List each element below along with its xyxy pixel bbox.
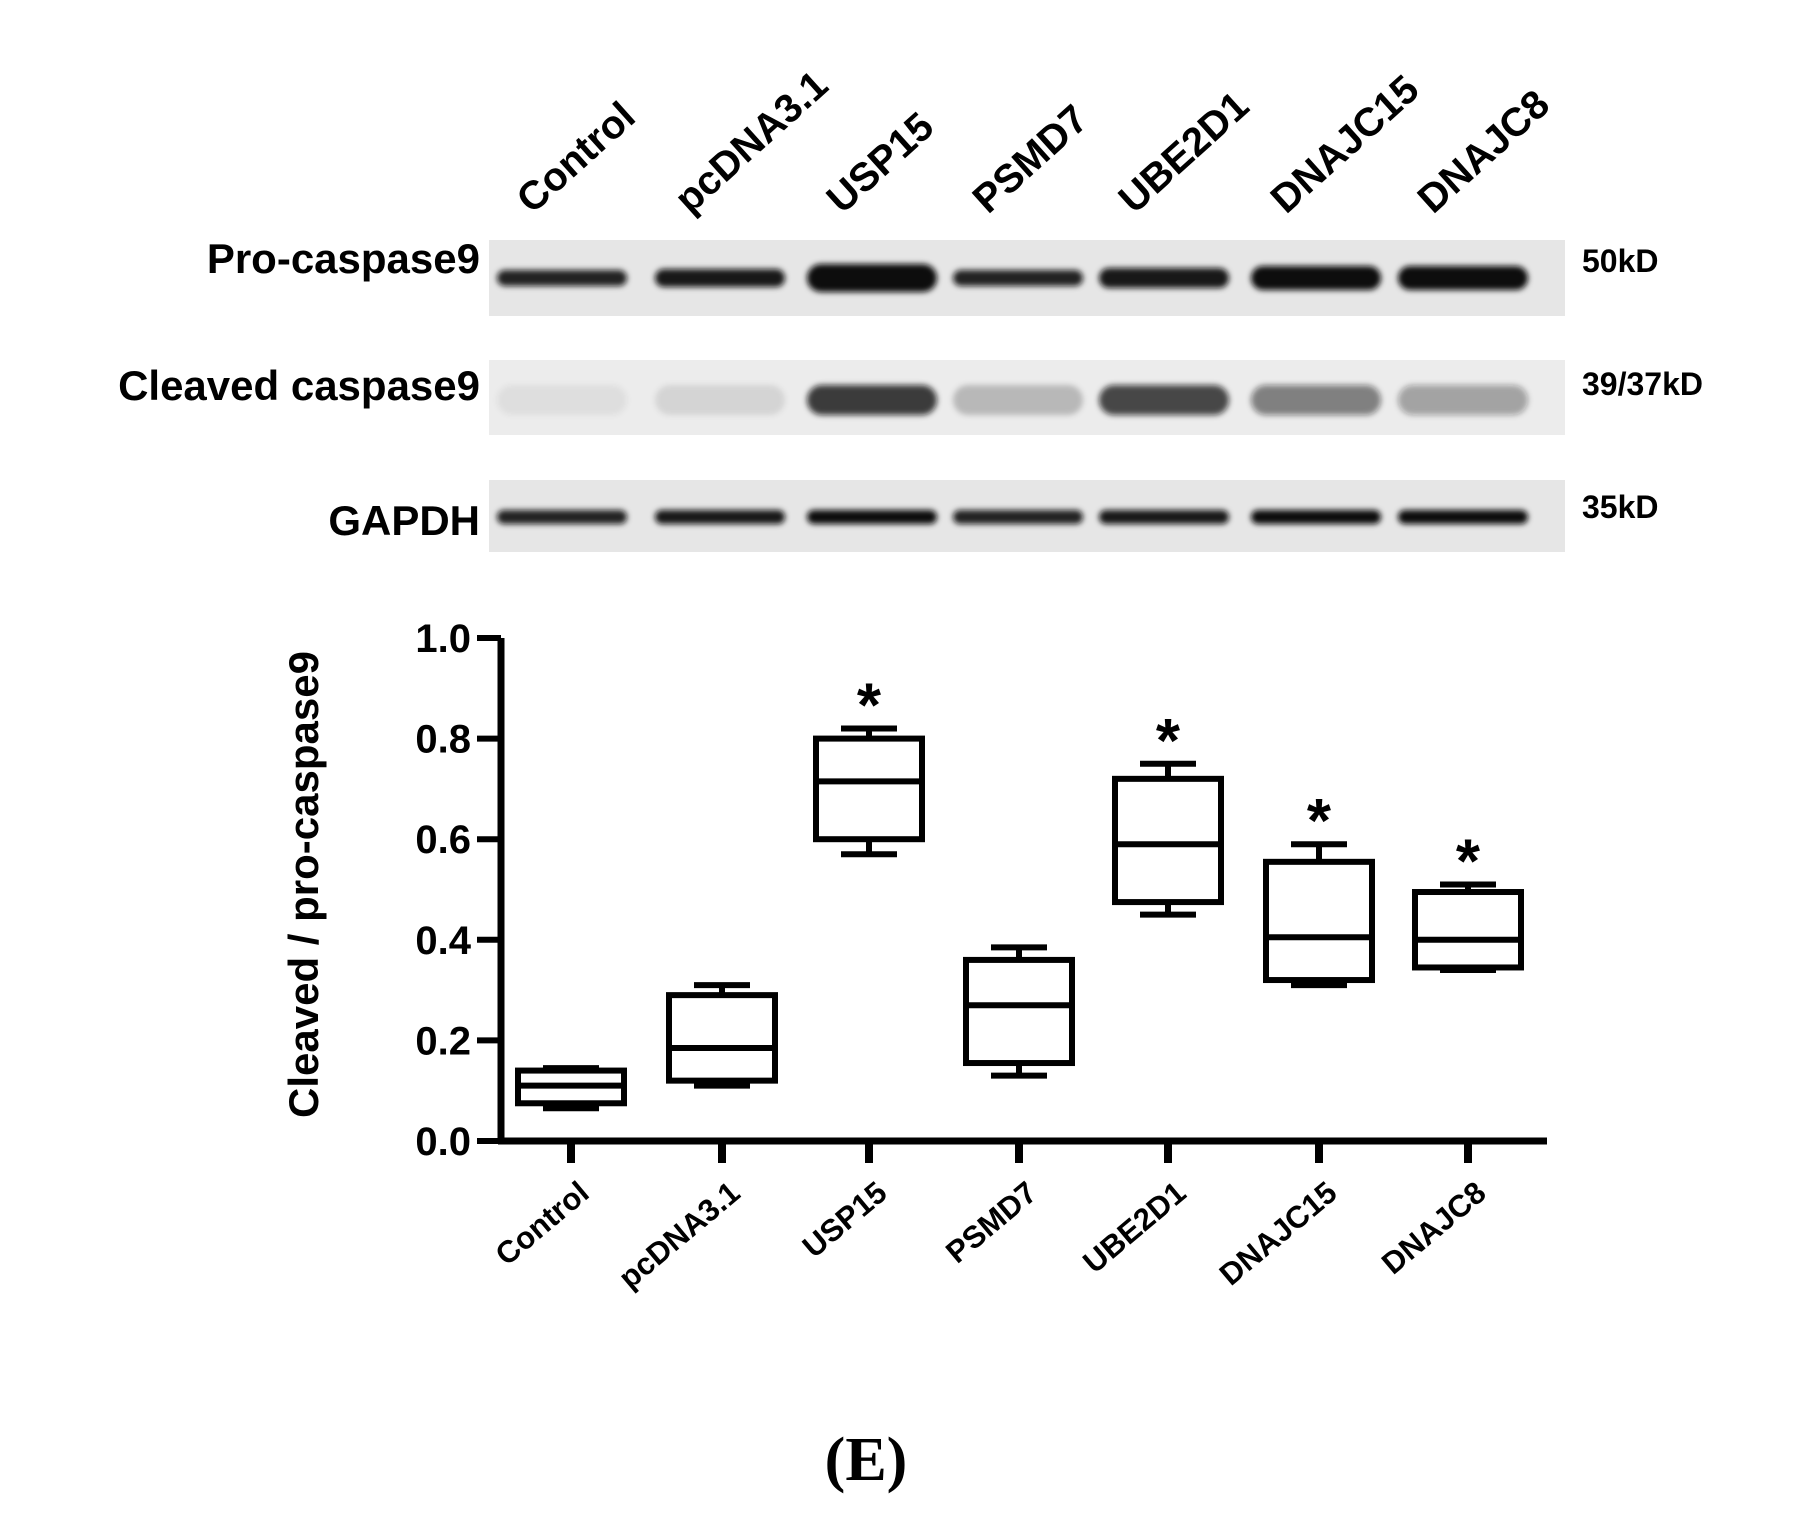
- blot-band: [1099, 385, 1229, 415]
- box: [1112, 775, 1224, 906]
- x-tick-label: Control: [489, 1175, 596, 1273]
- lane-label: DNAJC15: [1263, 67, 1428, 222]
- blot-band: [1398, 510, 1528, 524]
- blot-band: [953, 270, 1083, 286]
- blot-band: [1398, 266, 1528, 290]
- size-label: 35kD: [1582, 489, 1659, 525]
- blot-band: [1251, 385, 1381, 415]
- box: [963, 956, 1075, 1067]
- significance: *: [1307, 787, 1332, 856]
- blot-band: [1099, 510, 1229, 524]
- y-tick-label: 0.6: [415, 818, 471, 862]
- lane-label: UBE2D1: [1111, 83, 1258, 221]
- significance: *: [1156, 707, 1181, 776]
- blot-band: [1251, 266, 1381, 290]
- blot-band: [497, 510, 627, 524]
- blot-band: [655, 510, 785, 524]
- blot-band: [655, 269, 785, 287]
- lane-label: Control: [509, 94, 644, 222]
- y-tick-label: 0.4: [415, 919, 471, 963]
- box: [1263, 858, 1375, 984]
- blot-band: [807, 264, 937, 292]
- size-label: 50kD: [1582, 243, 1659, 279]
- box: [813, 735, 925, 843]
- lane-label: pcDNA3.1: [667, 63, 837, 222]
- blot-band: [655, 385, 785, 415]
- y-tick-label: 0.2: [415, 1019, 471, 1063]
- lane-label: DNAJC8: [1410, 82, 1558, 222]
- x-tick-label: pcDNA3.1: [612, 1175, 747, 1296]
- row-label: Cleaved caspase9: [118, 362, 480, 409]
- x-tick-label: DNAJC8: [1375, 1175, 1493, 1282]
- box: [1412, 889, 1524, 971]
- blot-band: [807, 510, 937, 524]
- significance: *: [1456, 827, 1481, 896]
- significance: *: [857, 672, 882, 741]
- x-tick-label: UBE2D1: [1076, 1175, 1192, 1280]
- blot-band: [497, 270, 627, 286]
- row-label: Pro-caspase9: [207, 235, 480, 282]
- blot-band: [1398, 385, 1528, 415]
- panel-label: (E): [825, 1426, 908, 1494]
- blot-band: [953, 510, 1083, 524]
- blot-band: [953, 385, 1083, 415]
- blot-band: [497, 385, 627, 415]
- y-tick-label: 0.8: [415, 718, 471, 762]
- box: [666, 992, 778, 1084]
- row-label: GAPDH: [328, 497, 480, 544]
- blot-band: [1251, 510, 1381, 524]
- size-label: 39/37kD: [1582, 366, 1703, 402]
- y-tick-label: 0.0: [415, 1120, 471, 1164]
- blot-band: [1099, 268, 1229, 288]
- x-tick-label: DNAJC15: [1213, 1175, 1344, 1293]
- x-tick-label: USP15: [796, 1175, 894, 1265]
- y-axis-label: Cleaved / pro-caspase9: [280, 651, 327, 1118]
- lane-label: PSMD7: [965, 97, 1097, 222]
- y-tick-label: 1.0: [415, 617, 471, 661]
- x-tick-label: PSMD7: [939, 1175, 1043, 1270]
- blot-band: [807, 385, 937, 415]
- lane-label: USP15: [819, 104, 943, 222]
